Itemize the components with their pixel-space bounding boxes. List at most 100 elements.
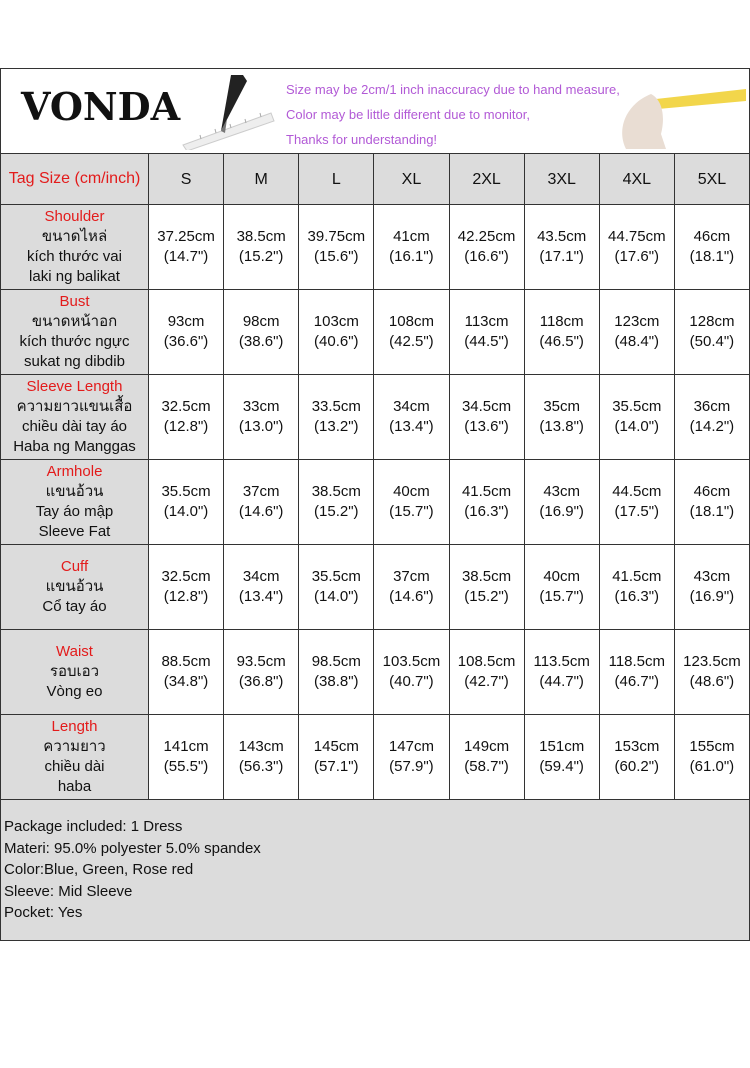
measurement-label: Bust ขนาดหน้าอก kích thước ngực sukat ng di… (0, 289, 149, 375)
measurement-cell: 35.5cm (14.0") (598, 374, 675, 460)
cm-value: 149cm (464, 738, 510, 755)
measurement-cell: 46cm (18.1") (673, 204, 750, 290)
inch-value: (13.8") (539, 418, 584, 435)
product-details: Package included: 1 Dress Materi: 95.0% … (0, 800, 750, 941)
measurement-cell: 118cm (46.5") (523, 289, 600, 375)
inch-value: (13.4") (238, 588, 284, 605)
cm-value: 43.5cm (537, 228, 587, 245)
inch-value: (14.0") (163, 503, 209, 520)
measurement-cell: 34.5cm (13.6") (448, 374, 525, 460)
cm-value: 141cm (163, 738, 209, 755)
inch-value: (16.6") (464, 248, 509, 265)
cm-value: 33cm (242, 398, 280, 415)
cm-value: 44.5cm (612, 483, 662, 500)
cm-value: 108.5cm (457, 653, 516, 670)
size-header-2xl: 2XL (448, 153, 525, 205)
measurement-translation: ความยาวแขนเสื้อ (16, 398, 133, 415)
cm-value: 123cm (614, 313, 660, 330)
cm-value: 37cm (242, 483, 280, 500)
measurement-name: Sleeve Length (26, 378, 123, 395)
inch-value: (15.7") (389, 503, 434, 520)
cm-value: 41.5cm (612, 568, 662, 585)
disclaimer-notes: Size may be 2cm/1 inch inaccuracy due to… (286, 77, 620, 152)
cm-value: 40cm (543, 568, 581, 585)
inch-value: (17.1") (539, 248, 584, 265)
measurement-cell: 38.5cm (15.2") (223, 204, 300, 290)
measurement-cell: 98cm (38.6") (223, 289, 300, 375)
cm-value: 128cm (689, 313, 735, 330)
inch-value: (15.2") (238, 248, 284, 265)
measurement-cell: 34cm (13.4") (373, 374, 450, 460)
cm-value: 35cm (543, 398, 581, 415)
measurement-cell: 88.5cm (34.8") (147, 629, 225, 715)
measurement-cell: 46cm (18.1") (673, 459, 750, 545)
size-header-4xl: 4XL (598, 153, 675, 205)
measurement-label: Sleeve Length ความยาวแขนเสื้อ chiều dài ta… (0, 374, 149, 460)
material-info: Materi: 95.0% polyester 5.0% spandex (4, 839, 261, 857)
inch-value: (48.6") (689, 673, 735, 690)
measurement-cell: 41.5cm (16.3") (598, 544, 675, 630)
cm-value: 118cm (539, 313, 584, 330)
measurement-label: Armhole แขนอ้วน Tay áo mập Sleeve Fat (0, 459, 149, 545)
measurement-row: Bust ขนาดหน้าอก kích thước ngực sukat ng di… (0, 289, 750, 375)
measurement-cell: 141cm (55.5") (147, 714, 225, 800)
inch-value: (13.4") (389, 418, 434, 435)
cm-value: 36cm (693, 398, 731, 415)
inch-value: (44.5") (464, 333, 509, 350)
measurement-cell: 128cm (50.4") (673, 289, 750, 375)
inch-value: (14.6") (389, 588, 434, 605)
inch-value: (17.6") (614, 248, 660, 265)
measurement-cell: 35.5cm (14.0") (147, 459, 225, 545)
size-header-l: L (298, 153, 375, 205)
inch-value: (44.7") (539, 673, 584, 690)
measurement-cell: 33cm (13.0") (223, 374, 300, 460)
measurement-translation: ขนาดหน้าอก (31, 313, 118, 330)
measurement-cell: 123.5cm (48.6") (673, 629, 750, 715)
measurement-row: Cuff แขนอ้วน Cổ tay áo 32.5cm (12.8") 34cm (13… (0, 544, 750, 630)
inch-value: (15.2") (464, 588, 509, 605)
cm-value: 46cm (693, 483, 731, 500)
tag-size-header: Tag Size (cm/inch) (0, 153, 149, 205)
measurement-translation: Vòng eo (46, 683, 103, 700)
measurement-cell: 36cm (14.2") (673, 374, 750, 460)
inch-value: (16.3") (464, 503, 509, 520)
cm-value: 88.5cm (161, 653, 211, 670)
cm-value: 35.5cm (161, 483, 211, 500)
measurement-cell: 32.5cm (12.8") (147, 544, 225, 630)
inch-value: (57.9") (389, 758, 434, 775)
cm-value: 103cm (313, 313, 359, 330)
inch-value: (36.6") (163, 333, 209, 350)
cm-value: 37cm (393, 568, 430, 585)
inch-value: (48.4") (614, 333, 660, 350)
measurement-cell: 40cm (15.7") (373, 459, 450, 545)
cm-value: 41cm (393, 228, 430, 245)
measurement-translation: แขนอ้วน (45, 578, 104, 595)
cm-value: 98.5cm (311, 653, 361, 670)
measurement-cell: 38.5cm (15.2") (448, 544, 525, 630)
size-header-s: S (147, 153, 225, 205)
inch-value: (16.1") (389, 248, 434, 265)
cm-value: 35.5cm (311, 568, 361, 585)
cm-value: 93cm (167, 313, 205, 330)
measurement-cell: 93cm (36.6") (147, 289, 225, 375)
brand-logo: VONDA (21, 84, 181, 129)
measurement-cell: 153cm (60.2") (598, 714, 675, 800)
measurement-cell: 39.75cm (15.6") (298, 204, 375, 290)
measurement-cell: 43cm (16.9") (673, 544, 750, 630)
cm-value: 38.5cm (311, 483, 361, 500)
inch-value: (38.6") (238, 333, 284, 350)
pencil-ruler-illustration (182, 75, 275, 150)
cm-value: 118.5cm (608, 653, 666, 670)
inch-value: (55.5") (163, 758, 209, 775)
measurement-row: Armhole แขนอ้วน Tay áo mập Sleeve Fat 35.5cm… (0, 459, 750, 545)
color-info: Color:Blue, Green, Rose red (4, 861, 194, 878)
inch-value: (40.6") (314, 333, 359, 350)
inch-value: (38.8") (314, 673, 359, 690)
cm-value: 34cm (393, 398, 430, 415)
measurement-translation: sukat ng dibdib (24, 353, 125, 370)
inch-value: (13.6") (464, 418, 509, 435)
inch-value: (14.6") (238, 503, 284, 520)
inch-value: (16.3") (614, 588, 660, 605)
cm-value: 153cm (614, 738, 660, 755)
inch-value: (60.2") (614, 758, 660, 775)
